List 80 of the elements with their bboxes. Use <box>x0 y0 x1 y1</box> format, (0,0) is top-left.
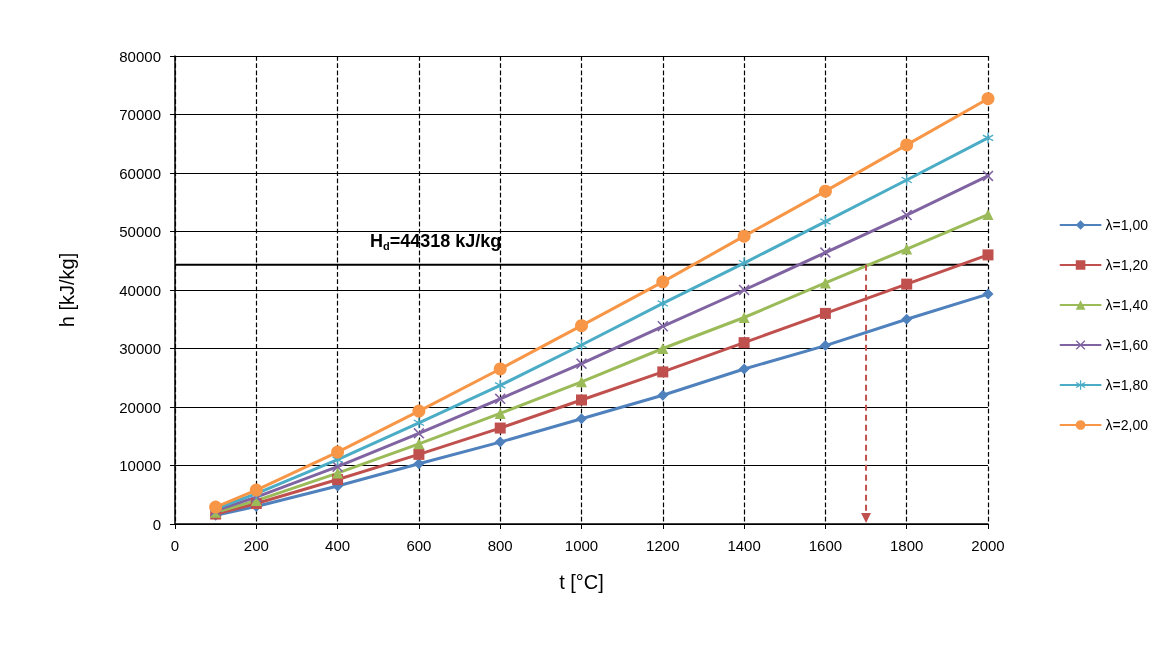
point <box>982 132 994 144</box>
x-tick-label: 1000 <box>564 537 599 554</box>
x-tick-label: 400 <box>325 537 351 554</box>
point <box>413 438 425 450</box>
y-tick-label: 40000 <box>119 281 161 299</box>
x-tick-label: 2000 <box>971 537 1005 554</box>
point <box>413 417 425 429</box>
point <box>981 92 995 106</box>
point <box>738 363 750 375</box>
point <box>657 320 669 332</box>
y-axis-title: h [kJ/kg] <box>56 252 78 328</box>
point <box>575 319 588 333</box>
x-tick-label: 1400 <box>727 537 761 554</box>
point <box>576 358 587 370</box>
point <box>576 413 587 425</box>
y-tick-label: 30000 <box>119 340 161 357</box>
x-tick-label: 600 <box>406 537 432 554</box>
point <box>737 229 751 243</box>
y-tick-label: 80000 <box>119 47 161 65</box>
y-tick-label: 10000 <box>119 457 161 474</box>
point <box>819 340 831 352</box>
point <box>901 243 913 255</box>
point <box>901 209 913 221</box>
point <box>738 257 750 269</box>
point <box>901 278 913 290</box>
y-tick-label: 20000 <box>119 398 161 416</box>
point <box>656 275 670 289</box>
point <box>413 448 425 460</box>
y-tick-label: 0 <box>152 515 161 533</box>
x-axis-title: t [°C] <box>559 571 604 593</box>
y-tick-label: 70000 <box>119 106 161 123</box>
point <box>576 394 587 406</box>
point <box>982 209 994 221</box>
legend-label: λ=1,40 <box>1105 297 1149 313</box>
point <box>657 297 669 309</box>
point <box>657 389 669 401</box>
point <box>657 343 669 354</box>
point <box>331 445 345 459</box>
x-tick-label: 1600 <box>808 537 843 554</box>
point <box>819 307 831 319</box>
point <box>494 422 506 434</box>
point <box>332 467 344 479</box>
point <box>901 313 913 325</box>
legend-label: λ=1,00 <box>1105 217 1149 233</box>
x-tick-label: 1200 <box>646 537 680 554</box>
legend-label: λ=1,80 <box>1105 377 1149 393</box>
point <box>493 362 507 376</box>
legend-label: λ=1,60 <box>1105 337 1149 353</box>
legend-label: λ=2,00 <box>1105 417 1149 433</box>
x-tick-label: 0 <box>170 537 180 554</box>
point <box>982 288 994 300</box>
point <box>576 376 587 388</box>
point <box>982 170 994 182</box>
point <box>738 284 750 296</box>
point <box>413 427 425 439</box>
point <box>982 249 994 261</box>
point <box>657 366 669 378</box>
point <box>900 138 914 152</box>
legend-label: λ=1,20 <box>1105 257 1149 273</box>
point <box>494 436 506 448</box>
y-tick-label: 60000 <box>119 164 161 182</box>
point <box>494 393 506 405</box>
point <box>818 184 832 198</box>
x-tick-label: 800 <box>487 537 513 554</box>
point <box>819 216 831 228</box>
y-tick-label: 50000 <box>119 223 161 240</box>
point <box>494 379 506 391</box>
point <box>332 461 344 473</box>
point <box>249 483 263 497</box>
point <box>413 458 425 470</box>
x-tick-label: 1800 <box>890 537 924 554</box>
point <box>901 174 913 186</box>
x-tick-label: 200 <box>243 537 269 554</box>
point <box>738 311 750 323</box>
point <box>738 337 750 349</box>
point <box>412 404 426 418</box>
point <box>576 339 587 351</box>
point <box>494 407 506 419</box>
point <box>819 277 831 289</box>
point <box>819 247 831 259</box>
